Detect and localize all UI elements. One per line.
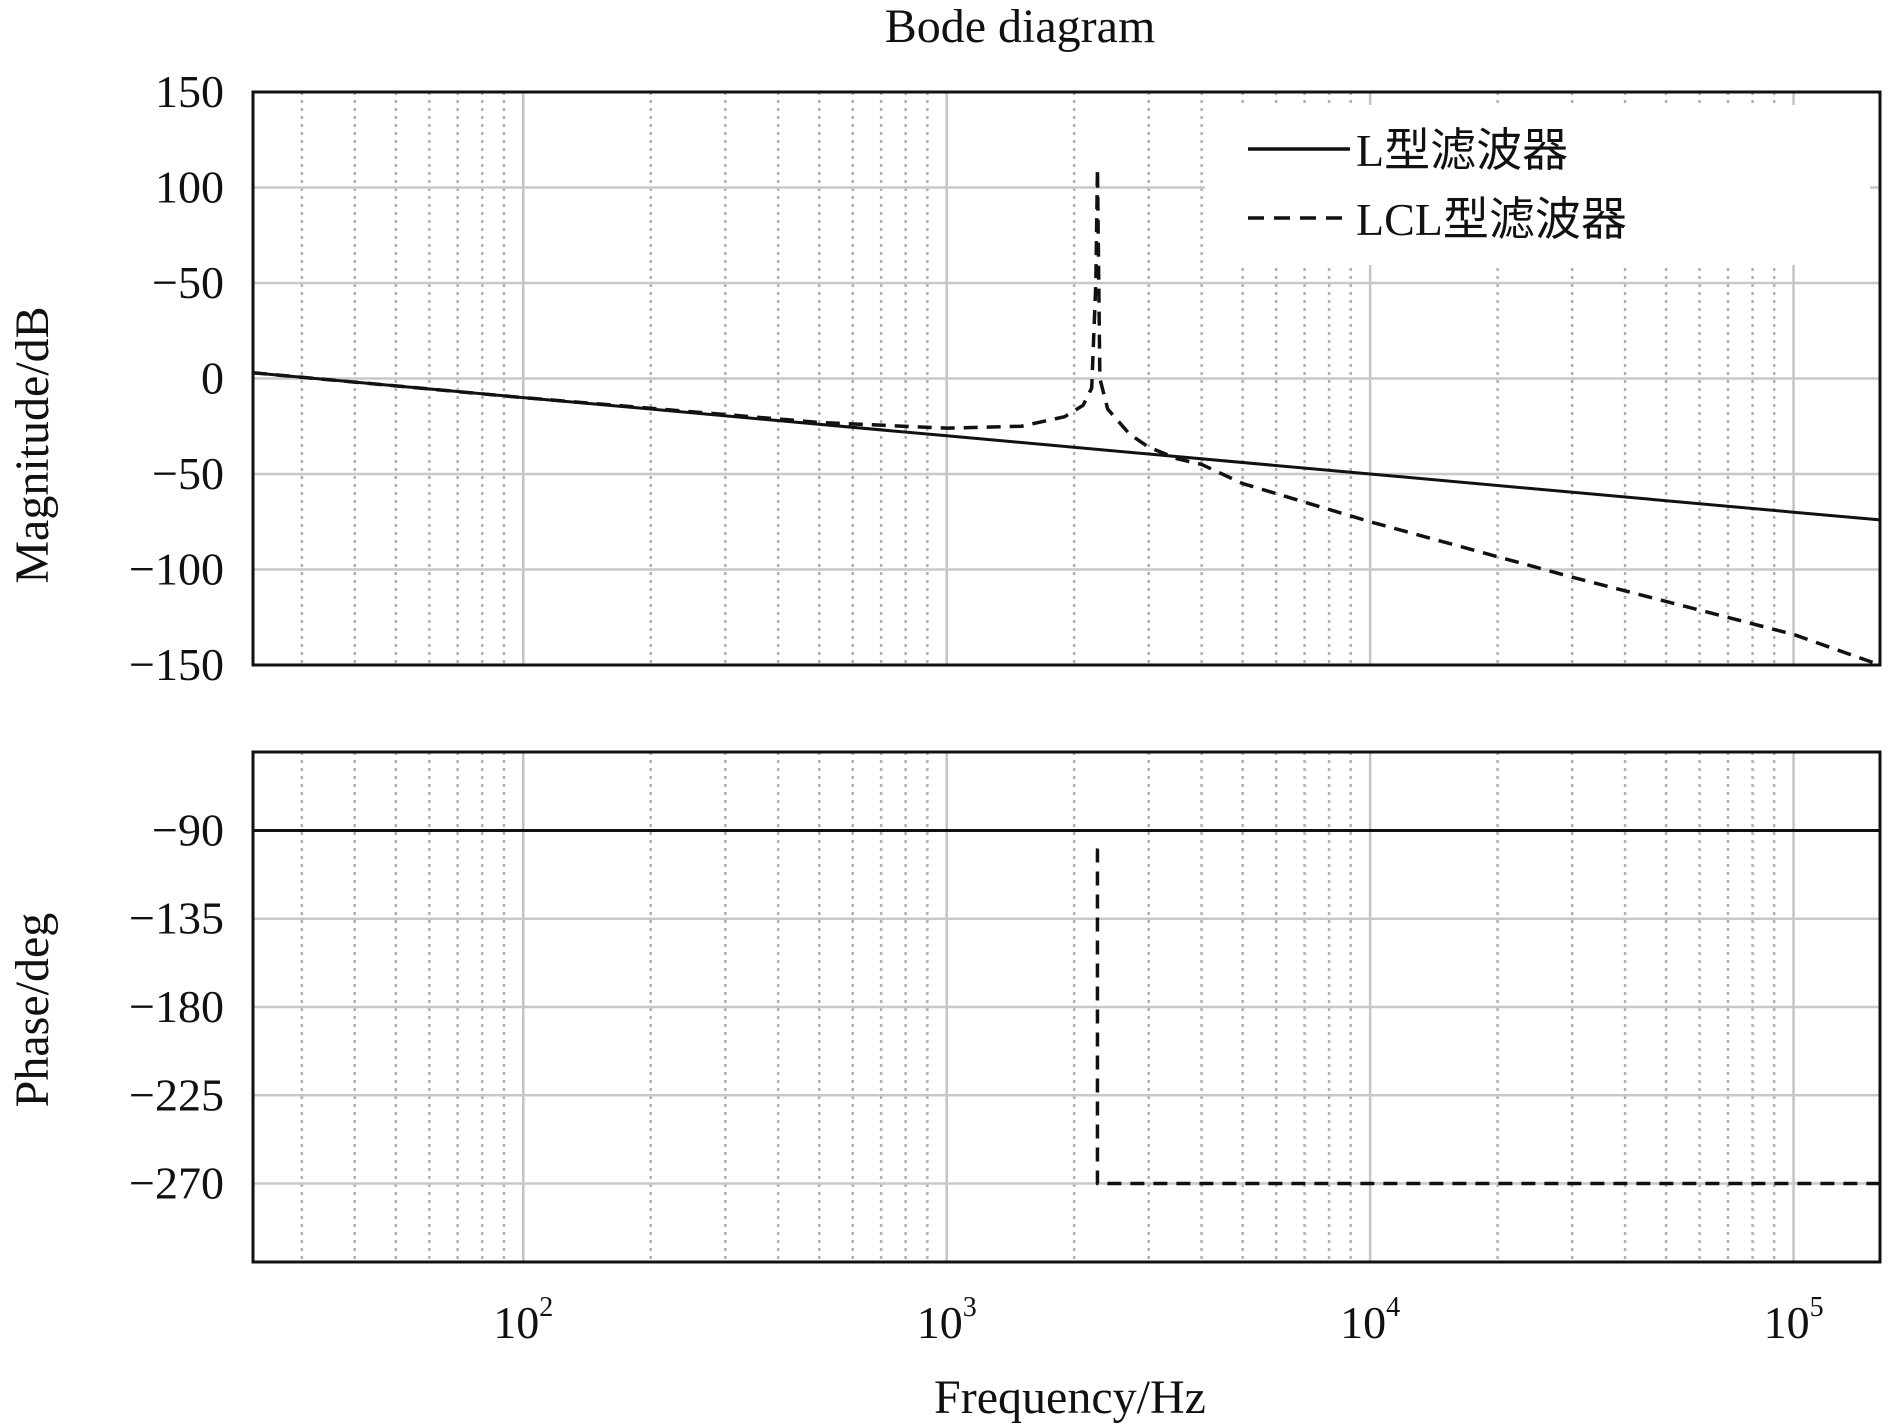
x-tick-label: 104 — [1340, 1292, 1400, 1348]
y-tick-label: −225 — [129, 1069, 224, 1120]
x-tick-base: 10 — [1764, 1297, 1810, 1348]
y-tick-label: −270 — [129, 1158, 224, 1209]
legend-label: LCL型滤波器 — [1356, 194, 1627, 245]
magnitude-panel: 150 100 −50 0 −50 −100 −150 L型滤波器 LCL型滤波器 — [129, 66, 1882, 690]
phase-plot-frame — [251, 750, 1882, 1264]
x-axis-label: Frequency/Hz — [934, 1371, 1206, 1424]
x-tick-base: 10 — [917, 1297, 963, 1348]
lcl-filter-series-line — [253, 166, 1880, 665]
magnitude-plot-frame — [251, 90, 1882, 667]
x-tick-label: 105 — [1764, 1292, 1824, 1348]
y-tick-label: −50 — [152, 448, 224, 499]
y-tick-label: −150 — [129, 639, 224, 690]
x-tick-base: 10 — [1340, 1297, 1386, 1348]
legend-box — [1205, 105, 1870, 265]
magnitude-axis-label: Magnitude/dB — [6, 306, 59, 583]
y-tick-label: 0 — [201, 353, 224, 404]
phase-series — [253, 828, 1880, 1186]
x-tick-exponent: 4 — [1386, 1292, 1400, 1323]
legend: L型滤波器 LCL型滤波器 — [1248, 125, 1627, 245]
phase-grid — [253, 752, 1880, 1262]
magnitude-series — [253, 166, 1880, 665]
x-tick-exponent: 3 — [963, 1292, 977, 1323]
chart-title: Bode diagram — [885, 0, 1156, 53]
y-tick-label: 150 — [155, 66, 224, 117]
y-tick-label: −50 — [152, 257, 224, 308]
lcl-filter-series-line — [1095, 848, 1880, 1186]
y-tick-label: −180 — [129, 981, 224, 1032]
legend-label: L型滤波器 — [1356, 125, 1568, 176]
y-tick-label: −100 — [129, 544, 224, 595]
x-tick-exponent: 2 — [539, 1292, 553, 1323]
x-tick-label: 103 — [917, 1292, 977, 1348]
y-tick-label: −135 — [129, 893, 224, 944]
y-tick-label: 100 — [155, 162, 224, 213]
x-tick-base: 10 — [493, 1297, 539, 1348]
x-tick-exponent: 5 — [1810, 1292, 1824, 1323]
phase-axis-label: Phase/deg — [6, 913, 59, 1108]
l-filter-series-line — [253, 371, 1880, 522]
x-tick-label: 102 — [493, 1292, 553, 1348]
y-tick-label: −90 — [152, 804, 224, 855]
